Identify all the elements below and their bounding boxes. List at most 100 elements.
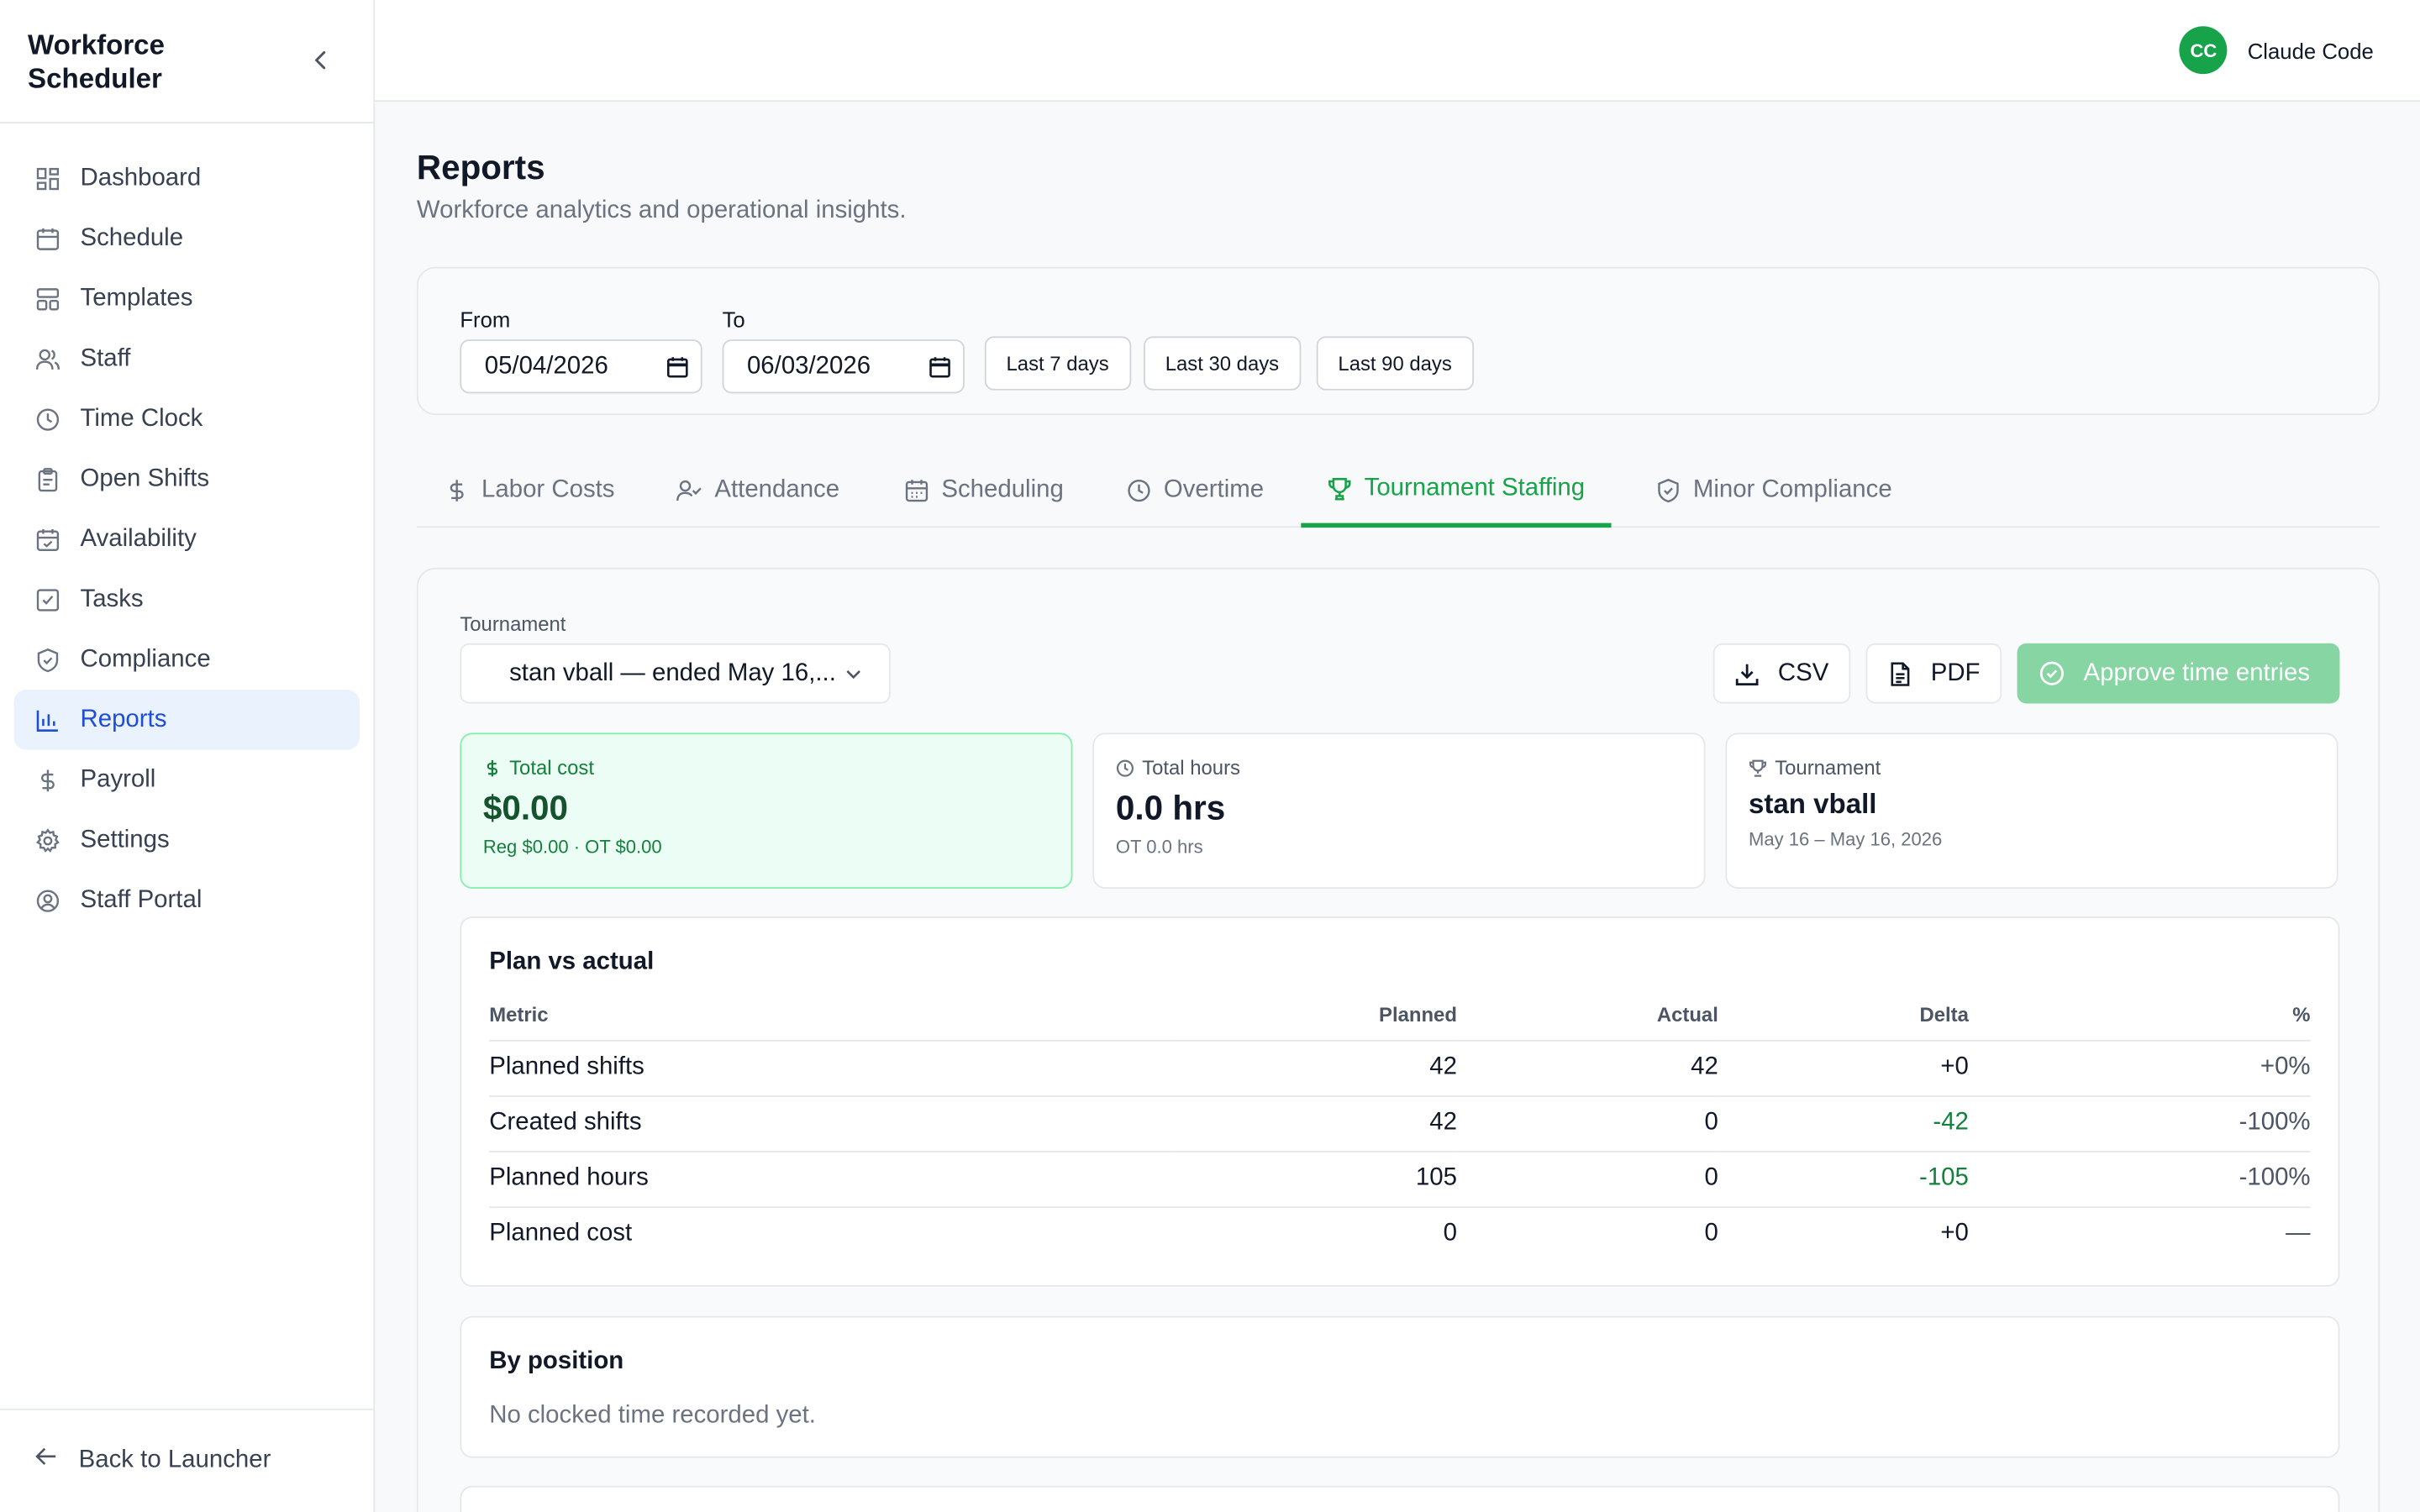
dollar-icon	[487, 759, 498, 776]
tournament-staffing-panel: Tournament stan vball — ended May 16,...…	[416, 567, 2381, 1512]
gear-icon	[34, 827, 61, 854]
sidebar-item-label: Availability	[80, 525, 197, 552]
total-cost-breakdown: Reg $0.00 · OT $0.00	[482, 836, 662, 858]
report-tabs: Labor Costs Attendance Scheduling Overti…	[416, 454, 2381, 528]
tab-tournament-staffing[interactable]: Tournament Staffing	[1301, 454, 1612, 528]
tab-minor-compliance[interactable]: Minor Compliance	[1656, 454, 1892, 528]
tournament-info-card: Tournament stan vball May 16 – May 16, 2…	[1725, 732, 2338, 889]
sidebar-item-label: Templates	[80, 284, 193, 312]
export-pdf-button[interactable]: PDF	[1865, 643, 2002, 704]
total-hours-value: 0.0 hrs	[1115, 788, 1226, 827]
tab-label: Overtime	[1163, 476, 1265, 503]
dashboard-icon	[34, 165, 61, 192]
sidebar-item-label: Open Shifts	[80, 465, 210, 491]
to-date-input[interactable]: 06/03/2026	[722, 339, 965, 394]
export-csv-button[interactable]: CSV	[1712, 643, 1851, 704]
shield-icon	[34, 646, 61, 674]
preset-last-7-days-button[interactable]: Last 7 days	[984, 336, 1131, 391]
calendar-icon	[667, 356, 688, 377]
actual-cell: 42	[1456, 1039, 1718, 1096]
sidebar-item-templates[interactable]: Templates	[14, 269, 360, 329]
user-check-icon	[676, 480, 702, 501]
sidebar-item-label: Reports	[80, 706, 167, 732]
clock-icon	[1116, 759, 1134, 776]
planned-cell: 105	[1169, 1151, 1457, 1208]
planned-cell: 42	[1169, 1095, 1457, 1152]
page-subtitle: Workforce analytics and operational insi…	[416, 197, 907, 224]
by-position-panel: By position No clocked time recorded yet…	[460, 1315, 2340, 1458]
tab-scheduling[interactable]: Scheduling	[904, 454, 1064, 528]
shield-check-icon	[1658, 478, 1679, 503]
sidebar-item-schedule[interactable]: Schedule	[14, 208, 360, 269]
chevron-left-icon	[315, 50, 326, 70]
clock-icon	[34, 405, 61, 433]
sidebar: Workforce Scheduler Dashboard Schedule T…	[0, 0, 376, 1512]
planned-cell: 42	[1169, 1039, 1457, 1096]
tab-overtime[interactable]: Overtime	[1127, 454, 1264, 528]
sidebar-item-payroll[interactable]: Payroll	[14, 750, 360, 811]
sidebar-item-label: Time Clock	[80, 405, 203, 432]
approve-time-entries-button[interactable]: Approve time entries	[2017, 643, 2340, 704]
sidebar-item-label: Dashboard	[80, 164, 202, 191]
column-header-planned: Planned	[1169, 989, 1457, 1041]
tournament-dates: May 16 – May 16, 2026	[1748, 828, 1943, 851]
sidebar-item-open-shifts[interactable]: Open Shifts	[14, 449, 360, 509]
chevron-down-icon	[846, 670, 860, 680]
sidebar-item-staff-portal[interactable]: Staff Portal	[14, 870, 360, 931]
tournament-select[interactable]: stan vball — ended May 16,...	[460, 643, 891, 704]
metric-cell: Planned cost	[489, 1221, 633, 1247]
from-date-input[interactable]: 05/04/2026	[460, 339, 702, 394]
clock-icon	[1128, 479, 1150, 502]
collapse-sidebar-button[interactable]	[304, 43, 338, 76]
planned-cell: 0	[1443, 1221, 1457, 1247]
preset-last-30-days-button[interactable]: Last 30 days	[1143, 336, 1301, 391]
sidebar-item-reports[interactable]: Reports	[13, 690, 360, 750]
total-hours-card: Total hours 0.0 hrs OT 0.0 hrs	[1092, 732, 1706, 889]
sidebar-item-compliance[interactable]: Compliance	[14, 629, 360, 690]
percent-cell: —	[2286, 1221, 2311, 1247]
sidebar-item-time-clock[interactable]: Time Clock	[14, 389, 360, 449]
preset-last-90-days-button[interactable]: Last 90 days	[1316, 336, 1474, 391]
sidebar-item-staff[interactable]: Staff	[14, 328, 360, 389]
sidebar-item-tasks[interactable]: Tasks	[14, 570, 360, 630]
tab-label: Tournament Staffing	[1364, 474, 1586, 501]
user-circle-icon	[34, 886, 61, 914]
sidebar-item-availability[interactable]: Availability	[14, 509, 360, 570]
tournament-select-label: Tournament	[460, 612, 566, 636]
column-header-metric: Metric	[489, 989, 1170, 1041]
metric-cell: Planned shifts	[489, 1039, 1170, 1096]
sidebar-item-dashboard[interactable]: Dashboard	[14, 148, 360, 208]
user-menu[interactable]: CC Claude Code	[2179, 26, 2374, 75]
download-icon	[1735, 663, 1759, 685]
sidebar-nav: Dashboard Schedule Templates Staff Time …	[0, 123, 373, 931]
users-icon	[34, 345, 61, 373]
sidebar-item-label: Compliance	[80, 645, 211, 672]
plan-vs-actual-panel: Plan vs actual Metric Planned Actual Del…	[460, 916, 2340, 1287]
table-header-row: Metric Planned Actual Delta %	[489, 989, 2311, 1041]
checkbox-icon	[34, 585, 61, 613]
tab-label: Attendance	[714, 476, 840, 503]
calendar-check-icon	[34, 525, 61, 553]
metric-cell: Created shifts	[489, 1095, 1170, 1152]
table-row: Created shifts 42 0 -42 -100%	[489, 1095, 2311, 1152]
pdf-label: PDF	[1930, 659, 1981, 686]
top-bar: CC Claude Code	[375, 0, 2420, 102]
tab-label: Scheduling	[941, 476, 1064, 503]
sidebar-item-settings[interactable]: Settings	[14, 810, 360, 870]
metric-cell: Planned hours	[489, 1151, 1170, 1208]
approve-label: Approve time entries	[2083, 659, 2311, 686]
trophy-icon	[1749, 759, 1767, 776]
user-name: Claude Code	[2247, 37, 2374, 63]
tournament-info-label: Tournament	[1775, 755, 1881, 780]
percent-cell: +0%	[1968, 1039, 2311, 1096]
to-field: To 06/03/2026	[722, 307, 965, 394]
delta-cell: +0	[1718, 1039, 1969, 1096]
total-cost-label: Total cost	[509, 755, 594, 780]
tab-labor-costs[interactable]: Labor Costs	[445, 454, 614, 528]
sidebar-item-label: Schedule	[80, 224, 184, 251]
back-to-launcher-link[interactable]: Back to Launcher	[34, 1444, 271, 1477]
from-date-value: 05/04/2026	[484, 352, 608, 379]
templates-icon	[34, 285, 61, 312]
tab-attendance[interactable]: Attendance	[676, 454, 839, 528]
table-row: Planned cost 0 0 +0 —	[489, 1206, 2310, 1262]
